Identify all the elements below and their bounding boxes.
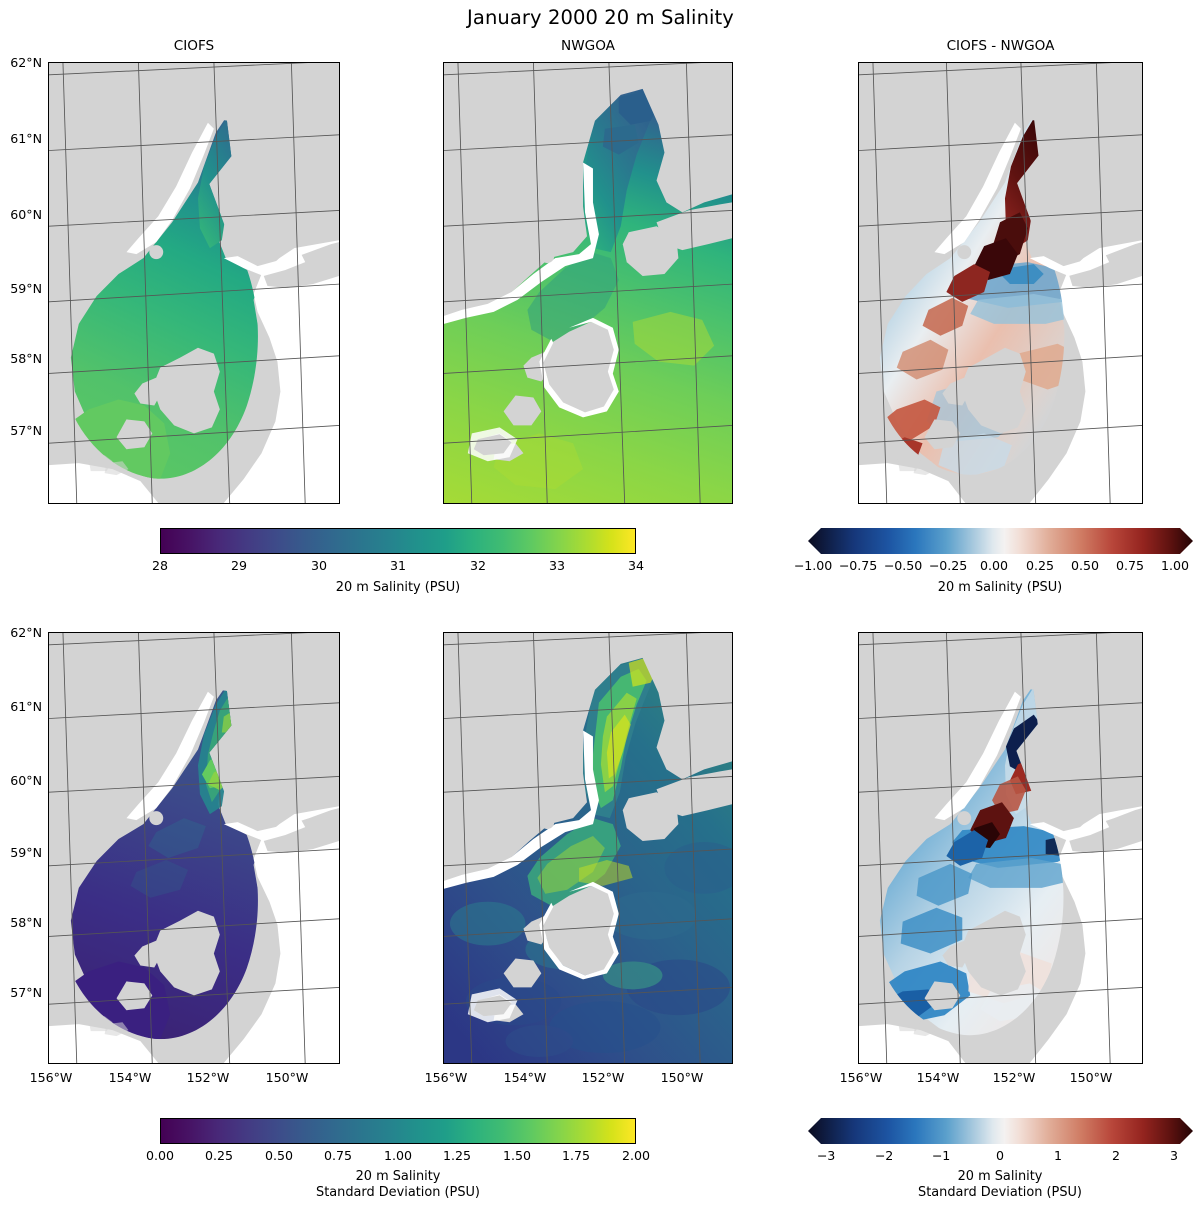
colorbar-gradient bbox=[160, 528, 636, 554]
cbtick-std-075: 0.75 bbox=[323, 1148, 353, 1163]
map-panel-nwgoa-std[interactable] bbox=[443, 632, 733, 1064]
coastline-overlay bbox=[897, 691, 1142, 1037]
ytick-62N-bottom: 62°N bbox=[10, 625, 42, 640]
cbtick-diffstd-3: 3 bbox=[1169, 1148, 1178, 1163]
cbtick-diff-025: 0.25 bbox=[1025, 558, 1055, 573]
colorbar-label-std-bottom: 20 m Salinity Standard Deviation (PSU) bbox=[258, 1169, 538, 1200]
xtick-152W-col0: 152°W bbox=[186, 1070, 230, 1085]
cbtick-diffstd-m1: −1 bbox=[931, 1148, 951, 1163]
map-panel-ciofs-std[interactable] bbox=[48, 632, 340, 1064]
cbtick-std-000: 0.00 bbox=[145, 1148, 175, 1163]
colorbar-label-line2: Standard Deviation (PSU) bbox=[918, 1184, 1082, 1200]
colorbar-label-line1: 20 m Salinity bbox=[957, 1169, 1043, 1184]
cbtick-std-025: 0.25 bbox=[204, 1148, 234, 1163]
figure-title: January 2000 20 m Salinity bbox=[467, 6, 734, 29]
xtick-156W-col1: 156°W bbox=[424, 1070, 468, 1085]
colorbar-label-diff-top: 20 m Salinity (PSU) bbox=[937, 580, 1063, 595]
map-panel-nwgoa-mean[interactable] bbox=[443, 62, 733, 504]
cbtick-33: 33 bbox=[548, 558, 566, 573]
xtick-150W-col0: 150°W bbox=[265, 1070, 309, 1085]
panel-title-nwgoa: NWGOA bbox=[561, 38, 615, 54]
xtick-156W-col0: 156°W bbox=[29, 1070, 73, 1085]
colorbar-label-line2: Standard Deviation (PSU) bbox=[316, 1184, 480, 1200]
xtick-152W-col2: 152°W bbox=[992, 1070, 1036, 1085]
map-panel-ciofs-mean[interactable] bbox=[48, 62, 340, 504]
cbtick-31: 31 bbox=[389, 558, 407, 573]
colorbar-label-diffstd-bottom: 20 m Salinity Standard Deviation (PSU) bbox=[860, 1169, 1140, 1200]
cbtick-diffstd-1: 1 bbox=[1053, 1148, 1062, 1163]
xtick-154W-col0: 154°W bbox=[108, 1070, 152, 1085]
colorbar-std-bottom[interactable] bbox=[160, 1118, 636, 1144]
cbtick-diffstd-m3: −3 bbox=[816, 1148, 836, 1163]
cbtick-std-175: 1.75 bbox=[561, 1148, 591, 1163]
ytick-59N-bottom: 59°N bbox=[10, 845, 42, 860]
cbtick-29: 29 bbox=[230, 558, 248, 573]
ytick-61N-top: 61°N bbox=[10, 131, 42, 146]
land-mask bbox=[444, 633, 732, 1023]
xtick-154W-col1: 154°W bbox=[503, 1070, 547, 1085]
cbtick-28: 28 bbox=[151, 558, 169, 573]
coastline-overlay bbox=[88, 122, 339, 476]
cbtick-diff-050: 0.50 bbox=[1070, 558, 1100, 573]
cbtick-diff-000: 0.00 bbox=[979, 558, 1009, 573]
cbtick-diffstd-0: 0 bbox=[995, 1148, 1004, 1163]
coastline-overlay bbox=[88, 691, 339, 1037]
cbtick-diff-m025: −0.25 bbox=[928, 558, 968, 573]
cbtick-diff-075: 0.75 bbox=[1115, 558, 1145, 573]
cbtick-std-150: 1.50 bbox=[502, 1148, 532, 1163]
xtick-156W-col2: 156°W bbox=[839, 1070, 883, 1085]
cbtick-diff-m050: −0.50 bbox=[883, 558, 923, 573]
cbtick-30: 30 bbox=[310, 558, 328, 573]
cbtick-std-200: 2.00 bbox=[621, 1148, 651, 1163]
panel-title-ciofs: CIOFS bbox=[173, 38, 215, 54]
cbtick-diff-m100: −1.00 bbox=[793, 558, 833, 573]
xtick-150W-col1: 150°W bbox=[660, 1070, 704, 1085]
xtick-154W-col2: 154°W bbox=[916, 1070, 960, 1085]
ytick-62N-top: 62°N bbox=[10, 55, 42, 70]
panel-title-diff: CIOFS - NWGOA bbox=[946, 38, 1055, 54]
ytick-57N-top: 57°N bbox=[10, 423, 42, 438]
colorbar-diffstd-bottom[interactable] bbox=[808, 1118, 1193, 1144]
colorbar-salinity-top[interactable] bbox=[160, 528, 636, 554]
cbtick-diffstd-m2: −2 bbox=[874, 1148, 894, 1163]
colorbar-gradient bbox=[808, 1118, 1193, 1144]
xtick-152W-col1: 152°W bbox=[581, 1070, 625, 1085]
colorbar-label-line1: 20 m Salinity bbox=[355, 1169, 441, 1184]
ytick-59N-top: 59°N bbox=[10, 281, 42, 296]
colorbar-gradient bbox=[808, 528, 1193, 554]
ytick-61N-bottom: 61°N bbox=[10, 699, 42, 714]
map-panel-diff-std[interactable] bbox=[858, 632, 1143, 1064]
cbtick-std-100: 1.00 bbox=[383, 1148, 413, 1163]
colorbar-diff-top[interactable] bbox=[808, 528, 1193, 554]
cbtick-32: 32 bbox=[469, 558, 487, 573]
land-mask bbox=[444, 63, 732, 462]
xtick-150W-col2: 150°W bbox=[1069, 1070, 1113, 1085]
ytick-58N-top: 58°N bbox=[10, 351, 42, 366]
cbtick-std-050: 0.50 bbox=[264, 1148, 294, 1163]
cbtick-34: 34 bbox=[627, 558, 645, 573]
ytick-60N-bottom: 60°N bbox=[10, 773, 42, 788]
cbtick-diff-m075: −0.75 bbox=[838, 558, 878, 573]
ytick-57N-bottom: 57°N bbox=[10, 985, 42, 1000]
coastline-overlay bbox=[897, 122, 1142, 476]
ytick-60N-top: 60°N bbox=[10, 207, 42, 222]
colorbar-gradient bbox=[160, 1118, 636, 1144]
cbtick-diffstd-2: 2 bbox=[1111, 1148, 1120, 1163]
cbtick-std-125: 1.25 bbox=[442, 1148, 472, 1163]
ytick-58N-bottom: 58°N bbox=[10, 915, 42, 930]
map-panel-diff-mean[interactable] bbox=[858, 62, 1143, 504]
colorbar-label-salinity-top: 20 m Salinity (PSU) bbox=[335, 580, 461, 595]
cbtick-diff-100: 1.00 bbox=[1160, 558, 1190, 573]
